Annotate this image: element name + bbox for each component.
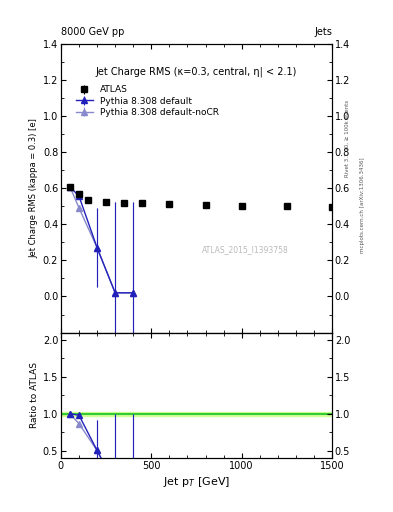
Y-axis label: Jet Charge RMS (kappa = 0.3) [e]: Jet Charge RMS (kappa = 0.3) [e]	[29, 118, 39, 258]
Text: mcplots.cern.ch [arXiv:1306.3436]: mcplots.cern.ch [arXiv:1306.3436]	[360, 157, 365, 252]
Text: 8000 GeV pp: 8000 GeV pp	[61, 27, 124, 37]
Text: ATLAS_2015_I1393758: ATLAS_2015_I1393758	[202, 245, 289, 253]
Text: Jets: Jets	[314, 27, 332, 37]
Text: Rivet 3.1.10, ≥ 100k events: Rivet 3.1.10, ≥ 100k events	[345, 100, 350, 177]
Text: Jet Charge RMS (κ=0.3, central, η| < 2.1): Jet Charge RMS (κ=0.3, central, η| < 2.1…	[96, 67, 297, 77]
Legend: ATLAS, Pythia 8.308 default, Pythia 8.308 default-noCR: ATLAS, Pythia 8.308 default, Pythia 8.30…	[73, 83, 221, 120]
X-axis label: Jet p$_{T}$ [GeV]: Jet p$_{T}$ [GeV]	[163, 475, 230, 489]
Y-axis label: Ratio to ATLAS: Ratio to ATLAS	[29, 362, 39, 429]
Bar	[61, 412, 332, 416]
